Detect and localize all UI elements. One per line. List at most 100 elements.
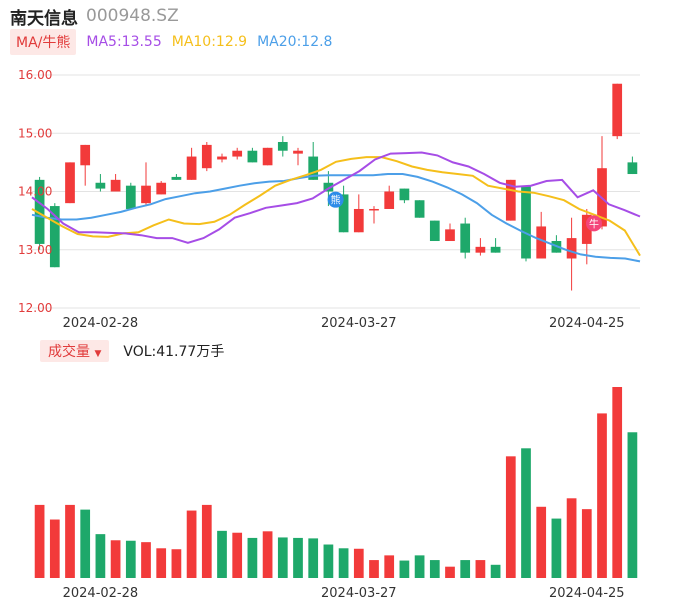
date-tick-label: 2024-04-25 (549, 316, 625, 331)
candle-body (323, 182, 334, 192)
candle-body (338, 194, 349, 233)
candle-body (612, 83, 623, 137)
candle-body (445, 229, 455, 242)
candle-body (475, 246, 486, 253)
candle-body (186, 156, 197, 180)
candles (34, 83, 638, 291)
volume-bar (262, 531, 273, 578)
candle-body (551, 241, 562, 253)
volume-bar (551, 518, 562, 578)
volume-date-tick-label: 2024-02-28 (63, 586, 139, 601)
candle-body (399, 188, 410, 201)
candle-body (201, 144, 212, 169)
candle-body (384, 191, 395, 209)
volume-legend: 成交量 ▼ VOL:41.77万手 (40, 340, 225, 362)
volume-bar (156, 548, 167, 578)
ma20-legend: MA20:12.8 (257, 34, 333, 50)
volume-bar (369, 560, 379, 578)
candle-body (217, 156, 227, 160)
volume-bar (277, 537, 288, 578)
candle-body (247, 150, 258, 163)
ma-legend: MA/牛熊 MA5:13.55 MA10:12.9 MA20:12.8 (10, 29, 332, 55)
bear-signal-icon (327, 191, 344, 208)
stock-name: 南天信息 (10, 8, 78, 29)
volume-bar (445, 566, 455, 578)
candle-body (369, 208, 379, 211)
volume-bar (141, 542, 151, 578)
candle-body (156, 182, 167, 195)
volume-bar (399, 560, 410, 578)
candle-body (95, 182, 106, 189)
volume-date-tick-label: 2024-03-27 (321, 586, 397, 601)
volume-bar (65, 504, 75, 578)
ma20-line (31, 173, 641, 263)
ma5-legend: MA5:13.55 (86, 34, 162, 50)
volume-bars (34, 387, 638, 578)
candle-body (262, 147, 273, 166)
candle-body (353, 208, 364, 233)
candle-body (566, 238, 577, 259)
volume-date-tick-label: 2024-04-25 (549, 586, 625, 601)
volume-bar (581, 509, 592, 578)
volume-bar (597, 413, 607, 578)
ma10-legend: MA10:12.9 (171, 34, 248, 50)
ma10-line (31, 156, 641, 257)
volume-bar (293, 537, 303, 578)
candle-body (110, 179, 121, 192)
volume-bar (247, 537, 258, 578)
ma-indicator-selector[interactable]: MA/牛熊 (10, 29, 77, 55)
volume-bar (323, 544, 334, 578)
stock-code: 000948.SZ (86, 6, 179, 26)
candle-body (581, 214, 592, 244)
signal-label: 熊 (331, 194, 341, 207)
volume-bar (460, 560, 471, 578)
candle-body (460, 223, 471, 253)
volume-bar (490, 564, 501, 578)
price-tick-label: 12.00 (18, 301, 52, 315)
volume-bar (201, 504, 212, 578)
volume-bar (338, 548, 349, 578)
candle-body (536, 226, 547, 259)
volume-value: VOL:41.77万手 (123, 344, 225, 360)
volume-bar (414, 555, 425, 578)
volume-bar (521, 448, 531, 578)
candle-body (293, 150, 303, 154)
candle-body (65, 162, 75, 204)
volume-bar (171, 549, 182, 578)
bull-signal-icon (586, 215, 602, 232)
volume-bar (627, 432, 638, 578)
candle-body (627, 162, 638, 175)
candle-body (597, 168, 607, 227)
candle-body (34, 179, 45, 244)
volume-bar (49, 519, 60, 578)
signal-markers: 熊牛 (327, 191, 602, 232)
candle-body (521, 185, 531, 259)
volume-indicator-selector[interactable]: 成交量 ▼ (40, 340, 110, 362)
candle-body (141, 185, 151, 204)
volume-bar (536, 506, 547, 578)
volume-bar (125, 540, 136, 578)
price-grid (32, 74, 640, 309)
volume-bar (612, 387, 623, 578)
volume-bar (308, 538, 319, 578)
volume-bar (217, 530, 227, 578)
volume-bar (186, 510, 197, 578)
volume-bar (95, 534, 106, 578)
volume-bar (34, 504, 45, 578)
ma-lines (31, 151, 641, 263)
ma5-line (31, 151, 641, 244)
candle-body (49, 206, 60, 268)
volume-bar (110, 540, 121, 578)
candle-body (414, 200, 425, 218)
candle-body (308, 156, 319, 180)
volume-bar (232, 532, 243, 578)
stock-header: 南天信息 000948.SZ (10, 4, 179, 29)
candle-body (505, 179, 516, 221)
candle-body (125, 185, 136, 209)
dropdown-caret-icon: ▼ (94, 349, 102, 359)
candle-body (277, 141, 288, 151)
candle-body (171, 176, 182, 180)
volume-bar (429, 560, 440, 578)
candle-body (429, 220, 440, 242)
